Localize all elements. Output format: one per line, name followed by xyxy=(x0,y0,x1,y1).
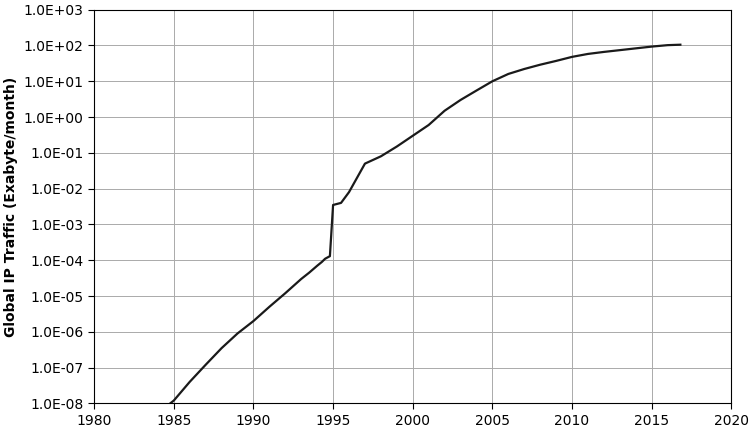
Y-axis label: Global IP Traffic (Exabyte/month): Global IP Traffic (Exabyte/month) xyxy=(5,76,18,337)
